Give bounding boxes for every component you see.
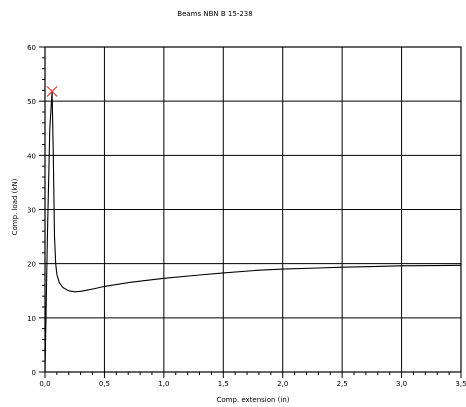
series-line xyxy=(44,91,462,373)
y-tick-label: 0 xyxy=(32,369,36,377)
y-tick-label: 40 xyxy=(27,152,36,160)
x-axis-label: Comp. extension (in) xyxy=(216,396,289,404)
y-tick-label: 60 xyxy=(27,44,36,52)
x-tick-label: 2,5 xyxy=(337,380,348,388)
plot-area: 0,0 0,5 1,0 1,5 2,0 2,5 3,0 3,5 0 10 20 30 40 50 60 xyxy=(27,44,466,388)
x-tick-label: 1,5 xyxy=(218,380,229,388)
chart-title: Beams NBN B 15-238 xyxy=(177,10,252,18)
failure-marker-stroke xyxy=(46,85,58,97)
x-tick-label: 0,0 xyxy=(39,380,50,388)
x-tick-label: 2,0 xyxy=(277,380,288,388)
y-axis-label: Comp. load (kN) xyxy=(11,178,19,235)
y-tick-label: 50 xyxy=(27,98,36,106)
x-tick-label: 3,5 xyxy=(455,380,466,388)
x-tick-label: 3,0 xyxy=(396,380,407,388)
y-tick-label: 20 xyxy=(27,261,36,269)
x-tick-label: 1,0 xyxy=(158,380,169,388)
x-tick-label: 0,5 xyxy=(99,380,110,388)
y-tick-label: 10 xyxy=(27,315,36,323)
y-tick-label: 30 xyxy=(27,207,36,215)
